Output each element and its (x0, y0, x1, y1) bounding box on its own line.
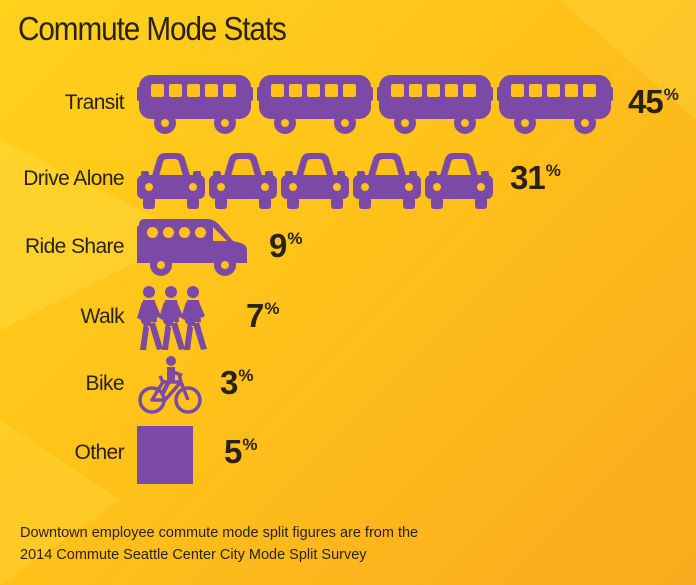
icon-group (137, 219, 247, 279)
chart-row-transit: Transit 45% (0, 72, 696, 138)
value-number: 9 (269, 227, 287, 264)
bus-icon (257, 75, 373, 134)
footnote-line-2: 2014 Commute Seattle Center City Mode Sp… (20, 547, 367, 563)
category-label: Drive Alone (23, 167, 124, 190)
chart-row-walk: Walk 7% (0, 286, 696, 352)
category-label: Other (74, 441, 124, 464)
category-label: Ride Share (24, 235, 125, 258)
bus-icon (137, 75, 253, 134)
van-icon (137, 219, 247, 276)
percent-sign: % (238, 366, 253, 385)
walkers-icon (137, 286, 207, 350)
chart-row-ride-share: Ride Share 9% (0, 218, 696, 280)
car-icon (353, 153, 421, 209)
bus-icon (377, 75, 493, 134)
page-title: Commute Mode Stats (18, 10, 287, 47)
value-label: 45% (628, 83, 679, 121)
category-label: Bike (85, 372, 125, 395)
value-label: 3% (220, 364, 253, 402)
percent-sign: % (287, 229, 302, 248)
bicycle-icon (138, 356, 202, 414)
value-number: 7 (246, 297, 264, 334)
value-label: 5% (224, 433, 257, 471)
icon-group (137, 286, 209, 352)
chart-row-drive-alone: Drive Alone 31% (0, 150, 696, 212)
percent-sign: % (264, 299, 279, 318)
value-label: 31% (510, 159, 561, 197)
car-icon (137, 153, 205, 209)
percent-sign: % (242, 435, 257, 454)
square-icon (137, 426, 193, 484)
footnote-line-1: Downtown employee commute mode split fig… (20, 525, 419, 541)
icon-group (137, 426, 193, 484)
category-label: Walk (80, 305, 125, 328)
value-number: 45 (628, 83, 664, 120)
value-number: 3 (220, 364, 238, 401)
car-icon (281, 153, 349, 209)
percent-sign: % (663, 85, 679, 104)
category-label: Transit (64, 91, 125, 114)
car-icon (425, 153, 493, 209)
chart-row-other: Other 5% (0, 424, 696, 486)
footnote: Downtown employee commute mode split fig… (20, 522, 418, 566)
value-number: 31 (510, 159, 546, 196)
car-icon (209, 153, 277, 209)
value-label: 9% (269, 227, 302, 265)
value-number: 5 (224, 433, 242, 470)
icon-group (137, 356, 203, 416)
icon-group (137, 75, 613, 135)
percent-sign: % (545, 161, 561, 180)
icon-group (137, 151, 493, 211)
value-label: 7% (246, 297, 279, 335)
chart-row-bike: Bike 3% (0, 354, 696, 418)
bus-icon (497, 75, 613, 134)
